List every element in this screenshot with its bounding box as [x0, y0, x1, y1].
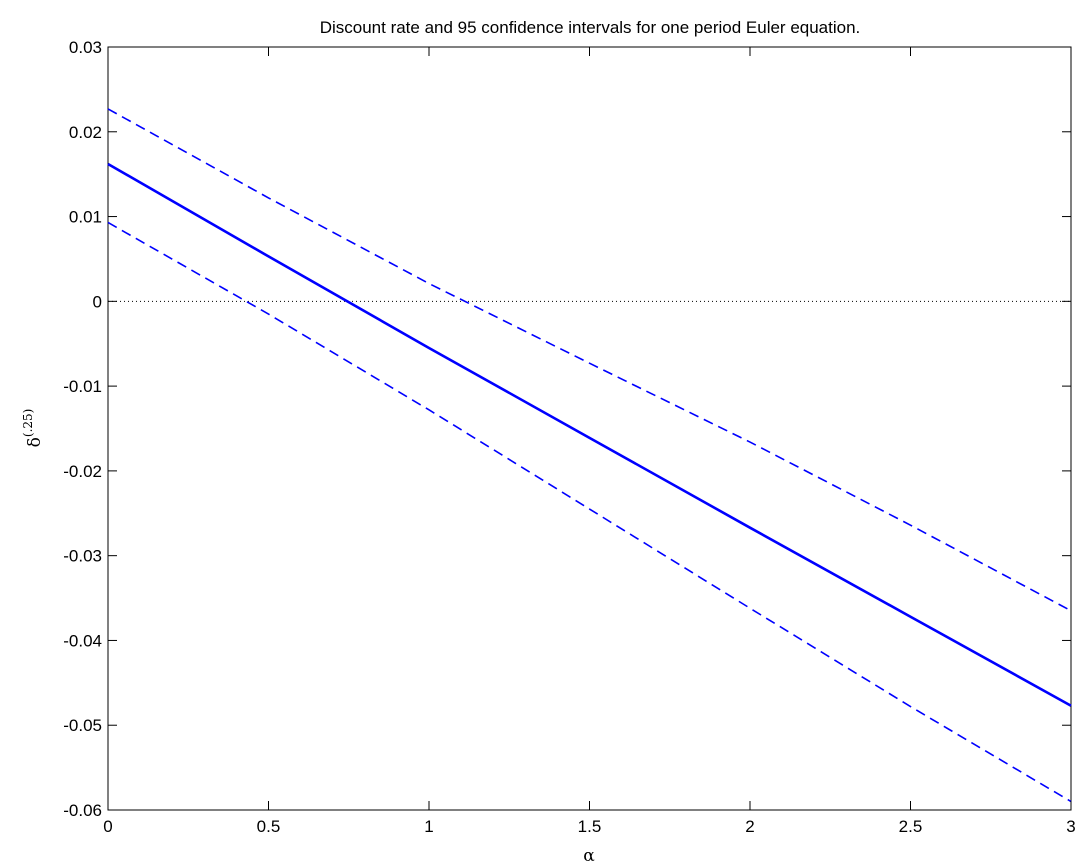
- chart-title: Discount rate and 95 confidence interval…: [320, 18, 861, 37]
- x-tick-label: 1: [424, 817, 433, 836]
- x-tick-labels: 0 0.5 1 1.5 2 2.5 3: [103, 817, 1075, 836]
- x-tick-label: 1.5: [578, 817, 602, 836]
- y-axis-label: δ(.25): [21, 409, 45, 448]
- y-tick-label: 0.03: [69, 38, 102, 57]
- x-tick-label: 0.5: [257, 817, 281, 836]
- x-axis-label: α: [583, 846, 595, 865]
- tick-marks: [107, 46, 1072, 811]
- y-tick-label: -0.06: [63, 801, 102, 820]
- lower-ci-line: [107, 221, 1072, 803]
- y-tick-label: -0.01: [63, 377, 102, 396]
- y-axis-label-superscript: (.25): [21, 409, 35, 437]
- y-tick-label: -0.05: [63, 716, 102, 735]
- x-tick-label: 2.5: [899, 817, 923, 836]
- y-tick-label: 0: [93, 292, 102, 311]
- series-layer: [107, 108, 1072, 803]
- y-tick-label: -0.04: [63, 631, 102, 650]
- plot-area: [107, 46, 1072, 811]
- y-tick-label: -0.03: [63, 547, 102, 566]
- x-tick-label: 2: [745, 817, 754, 836]
- x-tick-label: 0: [103, 817, 112, 836]
- x-tick-label: 3: [1066, 817, 1075, 836]
- axes-box: [107, 46, 1072, 811]
- y-tick-label: 0.02: [69, 123, 102, 142]
- y-tick-label: -0.02: [63, 462, 102, 481]
- estimate-line: [107, 162, 1072, 707]
- y-tick-labels: -0.06 -0.05 -0.04 -0.03 -0.02 -0.01 0 0.01 0.02 0…: [63, 38, 102, 820]
- y-tick-label: 0.01: [69, 208, 102, 227]
- upper-ci-line: [107, 108, 1072, 612]
- y-axis-label-base: δ: [25, 437, 45, 447]
